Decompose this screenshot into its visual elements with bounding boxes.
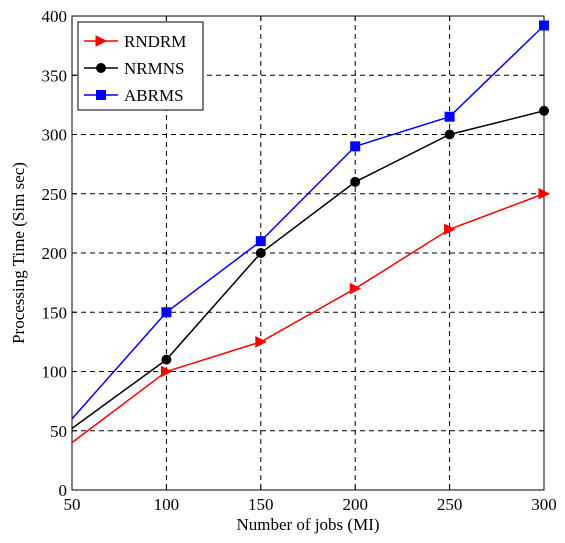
data-point-nrmns	[444, 129, 455, 140]
ticks: 50 100 150 200 250 30005010015020025030035040…	[42, 7, 557, 514]
series-nrmns	[71, 105, 549, 429]
data-point-nrmns	[350, 176, 361, 187]
data-point-abrms	[161, 307, 172, 318]
legend-label-rndrm: RNDRM	[124, 32, 186, 51]
series-rndrm	[71, 187, 551, 444]
data-point-nrmns	[161, 354, 172, 365]
y-tick-label: 100	[42, 363, 68, 382]
series-line-abrms	[71, 24, 545, 420]
x-tick-label: 250	[437, 495, 463, 514]
legend-marker-rndrm	[95, 35, 108, 47]
data-point-abrms	[539, 20, 549, 31]
legend: RNDRM NRMNS ABRMS	[77, 21, 204, 111]
legend-label-abrms: ABRMS	[124, 86, 184, 105]
x-tick-label: 300	[531, 495, 557, 514]
legend-label-nrmns: NRMNS	[124, 59, 184, 78]
data-point-rndrm	[255, 336, 267, 348]
y-tick-label: 400	[42, 7, 68, 26]
data-point-rndrm	[160, 365, 173, 378]
data-point-nrmns	[255, 248, 266, 258]
series-line-nrmns	[71, 110, 545, 429]
data-point-rndrm	[538, 187, 551, 200]
legend-marker-nrmns	[96, 63, 106, 73]
y-tick-label: 0	[59, 481, 68, 500]
data-point-nrmns	[539, 105, 549, 116]
series-line-rndrm	[71, 193, 545, 444]
x-tick-label: 200	[342, 495, 368, 514]
y-tick-label: 150	[42, 303, 68, 322]
y-tick-label: 350	[42, 66, 68, 85]
data-point-rndrm	[444, 223, 456, 236]
data-point-abrms	[350, 141, 361, 152]
data-point-abrms	[444, 111, 455, 122]
x-tick-label: 150	[248, 495, 274, 514]
data-point-abrms	[255, 236, 266, 247]
x-axis-label: Number of jobs (MI)	[236, 515, 379, 534]
legend-marker-abrms	[96, 90, 106, 100]
y-tick-label: 50	[50, 422, 67, 441]
y-tick-label: 250	[42, 185, 68, 204]
series-group	[71, 20, 551, 444]
y-tick-label: 300	[42, 126, 68, 145]
x-tick-label: 50	[64, 495, 81, 514]
series-abrms	[71, 20, 549, 420]
y-tick-label: 200	[42, 244, 68, 263]
data-point-rndrm	[349, 282, 362, 295]
y-axis-label: Processing Time (Sim sec)	[9, 162, 28, 344]
x-tick-label: 100	[154, 495, 180, 514]
